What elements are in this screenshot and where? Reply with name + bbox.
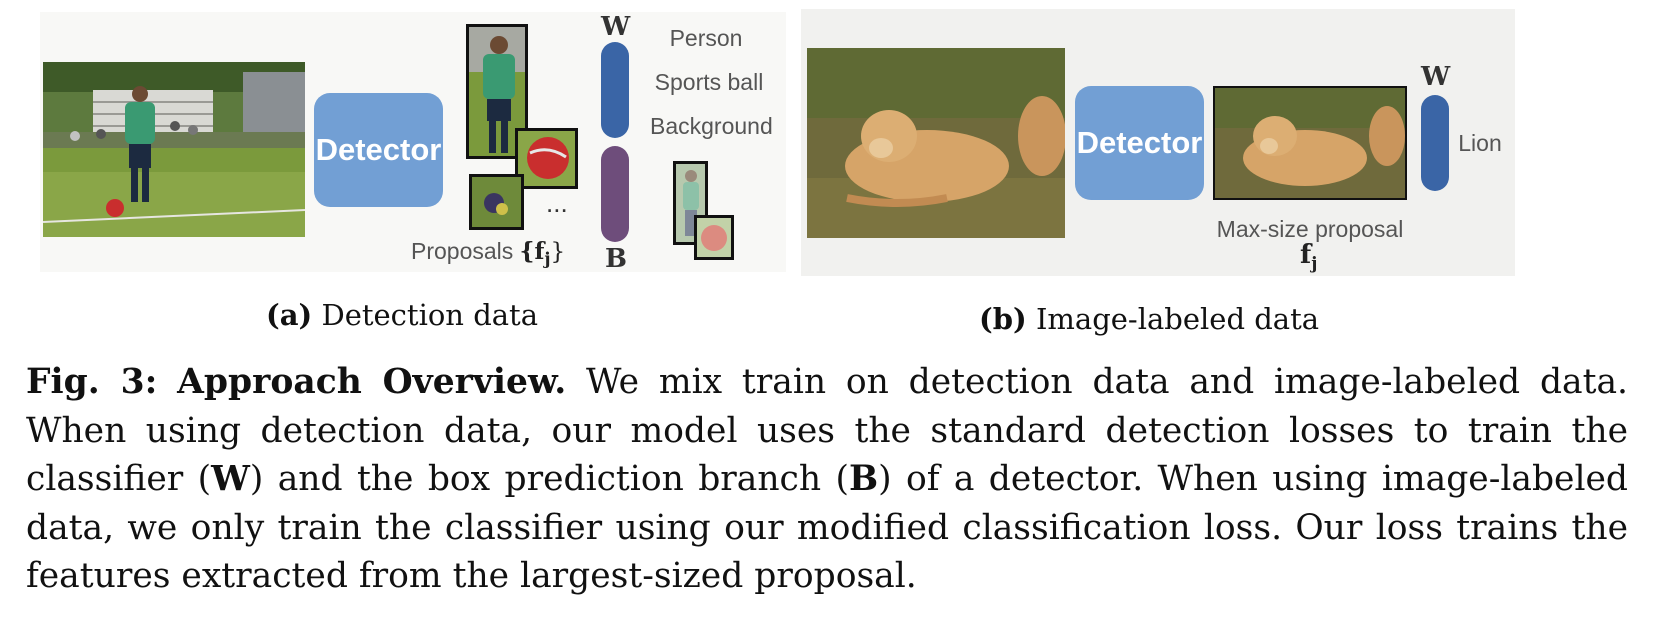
max-size-proposal-label: Max-size proposal xyxy=(1216,216,1404,242)
subcaption-b-text: Image-labeled data xyxy=(1035,302,1320,336)
max-size-proposal-crop xyxy=(1213,86,1407,200)
fj-sub: j xyxy=(1311,254,1318,275)
w-label-a: W xyxy=(601,12,631,42)
proposal-ball xyxy=(515,128,578,189)
w-classifier-bar-b xyxy=(1421,95,1449,191)
b-label: B xyxy=(605,244,627,274)
class-person: Person xyxy=(669,25,743,51)
figure-caption: Fig. 3: Approach Overview. We mix train … xyxy=(26,358,1628,601)
proposals-open: {f xyxy=(519,238,545,265)
class-lion: Lion xyxy=(1458,130,1502,156)
caption-body: We mix train on detection data and image… xyxy=(26,362,1628,499)
fj-f: f xyxy=(1300,240,1312,270)
detector-box-b: Detector xyxy=(1075,86,1204,200)
subcaption-b: (b) Image-labeled data xyxy=(979,302,1319,336)
caption-fig-label: Fig. 3: xyxy=(26,362,158,402)
subcaption-a-tag: (a) xyxy=(266,298,313,332)
proposals-sub: j xyxy=(544,249,551,270)
proposals-label: Proposals {fj} xyxy=(411,238,565,270)
subcaption-b-tag: (b) xyxy=(979,302,1027,336)
proposals-ellipsis: ... xyxy=(546,188,568,218)
proposals-text: Proposals xyxy=(411,238,514,264)
class-sports-ball: Sports ball xyxy=(654,69,764,95)
proposals-close: } xyxy=(550,239,566,265)
caption-w: W xyxy=(211,459,250,499)
proposal-background xyxy=(469,174,524,230)
box-target-person xyxy=(673,161,708,245)
subcaption-a: (a) Detection data xyxy=(266,298,538,332)
lion-image xyxy=(807,48,1065,238)
caption-b: B xyxy=(848,459,879,499)
caption-end: ) of a detector. When using image-labele… xyxy=(26,459,1628,596)
caption-title: Approach Overview. xyxy=(177,362,567,402)
w-classifier-bar-a xyxy=(601,42,629,138)
proposals-math: {fj} xyxy=(519,238,566,270)
fj-label: fj xyxy=(1300,240,1317,274)
box-target-ball xyxy=(694,215,734,260)
caption-mid: ) and the box prediction branch ( xyxy=(249,459,849,499)
b-box-branch-bar xyxy=(601,146,629,242)
class-background: Background xyxy=(650,113,773,139)
subcaption-a-text: Detection data xyxy=(321,298,539,332)
detector-box-a: Detector xyxy=(314,93,443,207)
soccer-image xyxy=(43,62,305,237)
w-label-b: W xyxy=(1421,62,1451,92)
